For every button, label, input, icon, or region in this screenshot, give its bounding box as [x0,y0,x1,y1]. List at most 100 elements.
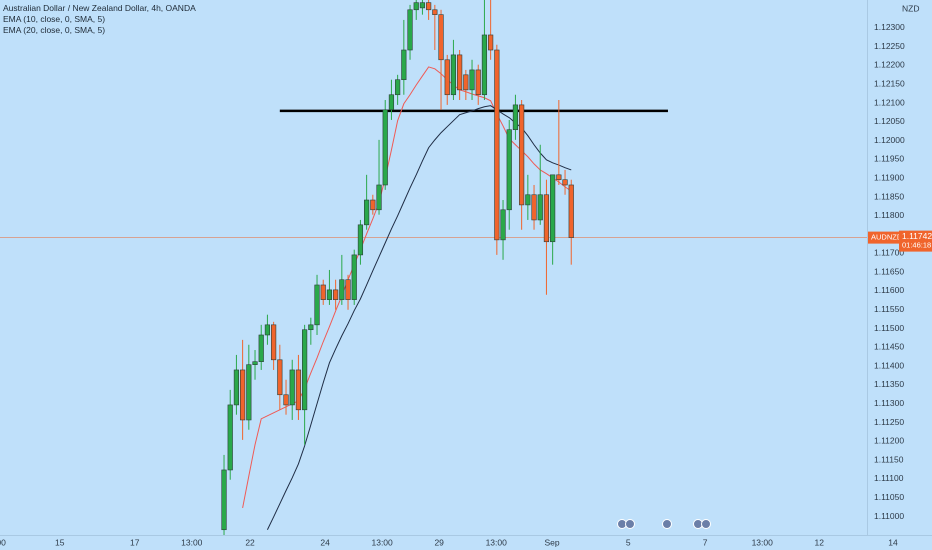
event-icons [617,519,711,529]
y-tick-label: 1.11400 [874,360,904,370]
symbol-label-box [868,231,899,244]
x-tick-label: 29 [434,537,444,547]
event-icon[interactable] [701,519,711,529]
y-tick-label: 1.11200 [874,436,904,446]
candle-body [481,34,488,96]
candle-body [488,34,494,51]
candle-body [556,174,562,181]
legend: Australian Dollar / New Zealand Dollar, … [3,3,196,35]
candle-body [364,199,370,226]
candle-body [376,184,382,211]
candle-body [339,279,345,300]
y-tick-label: 1.11650 [874,266,904,276]
candle-body [314,284,320,326]
y-tick-label: 1.11000 [874,511,904,521]
candle-body [345,279,351,300]
candle-body [438,14,444,61]
candle-body [506,129,512,211]
y-tick-label: 1.11150 [874,454,904,464]
x-tick-label: 13:00 [181,537,203,547]
y-tick-label: 1.12200 [874,60,905,70]
candle-body [227,404,233,471]
candle-body [264,324,271,336]
candle-body [308,324,314,331]
candle-body [401,49,407,81]
x-tick-label: 14 [888,537,898,547]
candle-body [531,194,537,221]
candle-body [320,284,326,300]
x-tick-label: Sep [544,537,559,547]
candle-body [568,184,574,238]
candle-body [494,49,500,241]
candle-body [413,2,419,11]
event-icon[interactable] [625,519,635,529]
candle-body [357,224,364,256]
x-tick-label: 17 [130,537,140,547]
candle-body [351,254,357,300]
countdown-label: 01:46:18 [902,241,931,250]
symbol-label: AUDNZD [871,233,903,242]
candle-body [550,174,556,243]
candle-body [283,394,289,406]
candle-body [457,54,463,91]
y-tick-label: 1.11100 [874,473,904,483]
axes: 1.11000 1.11050 1.11100 1.11150 1.11200 1.112… [0,22,932,547]
indicator-name: EMA (20, close, 0, SMA, 5) [3,25,105,35]
x-tick-label: 5 [626,537,631,547]
candle-body [407,9,413,51]
currency-label: NZD [902,3,919,13]
y-tick-label: 1.11700 [874,248,904,258]
y-tick-label: 1.11250 [874,417,904,427]
candle-body [302,329,308,411]
candle-body [537,194,543,221]
y-tick-label: 1.11600 [874,285,904,295]
candle-body [562,179,568,186]
y-tick-label: 1.11550 [874,304,904,314]
x-tick-label: 7 [703,537,708,547]
candle-body [271,324,277,361]
y-tick-label: 1.12100 [874,97,905,107]
candle-body [370,199,376,211]
candle-body [289,369,295,406]
y-tick-label: 1.12250 [874,41,905,51]
last-price-label: 1.11742 [902,231,932,241]
x-tick-label: 13:00 [486,537,508,547]
candle-body [512,104,519,131]
x-tick-label: 15 [55,537,65,547]
candle-body [252,361,258,365]
y-tick-label: 1.11850 [874,191,904,201]
candle-body [221,469,227,531]
y-tick-label: 1.11450 [874,342,904,352]
candle-body [525,194,531,206]
candle-body [258,334,264,362]
y-tick-label: 1.11050 [874,492,904,502]
candle-body [519,104,525,206]
candle-body [333,289,339,300]
y-tick-label: 1.11950 [874,154,904,164]
x-tick-label: 13:00 [752,537,774,547]
price-label-box [899,230,932,252]
candle-body [419,2,426,9]
candle-body [432,9,438,15]
chart-title: Australian Dollar / New Zealand Dollar, … [3,3,196,13]
event-icon[interactable] [662,519,672,529]
y-tick-label: 1.11500 [874,323,904,333]
y-tick-label: 1.11800 [874,210,904,220]
candle-body [395,79,401,96]
y-tick-label: 1.12050 [874,116,905,126]
candle-body [277,359,283,396]
candle-body [543,194,550,243]
candle-body [463,74,469,91]
x-tick-label: 13:00 [0,537,6,547]
candle-body [240,369,246,421]
candle-body [246,364,252,421]
x-tick-label: 24 [320,537,330,547]
candle-body [326,289,333,300]
y-tick-label: 1.12150 [874,78,905,88]
y-tick-label: 1.11300 [874,398,904,408]
candle-body [426,2,432,11]
x-tick-label: 13:00 [371,537,393,547]
candle-body [469,69,475,91]
x-tick-label: 22 [245,537,255,547]
candle-body [444,59,450,96]
